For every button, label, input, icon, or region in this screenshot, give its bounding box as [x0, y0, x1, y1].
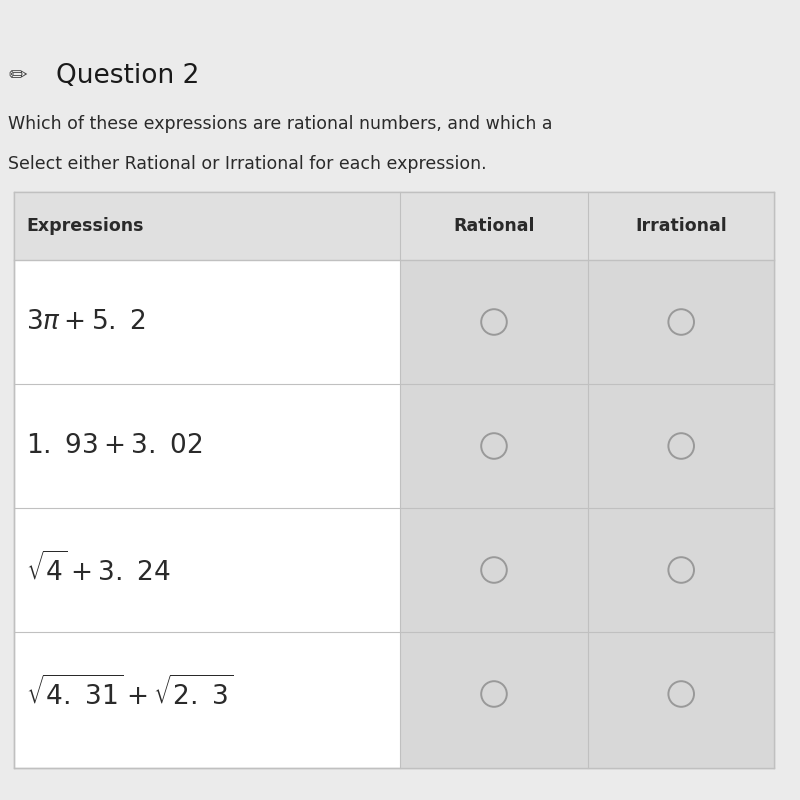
Bar	[14, 192, 774, 768]
Text: $1.\ 93 + 3.\ 02$: $1.\ 93 + 3.\ 02$	[26, 433, 203, 459]
Text: $3\pi + 5.\ 2$: $3\pi + 5.\ 2$	[26, 309, 146, 335]
Bar	[400, 260, 774, 768]
Text: Expressions: Expressions	[26, 217, 144, 235]
Text: Rational: Rational	[454, 217, 534, 235]
Bar	[14, 192, 774, 260]
Text: Question 2: Question 2	[56, 63, 199, 89]
Text: Irrational: Irrational	[635, 217, 727, 235]
Text: $\sqrt{4} + 3.\ 24$: $\sqrt{4} + 3.\ 24$	[26, 553, 171, 587]
Text: Which of these expressions are rational numbers, and which a: Which of these expressions are rational …	[8, 115, 553, 133]
Text: $\sqrt{4.\ 31} + \sqrt{2.\ 3}$: $\sqrt{4.\ 31} + \sqrt{2.\ 3}$	[26, 677, 234, 711]
Text: Select either Rational or Irrational for each expression.: Select either Rational or Irrational for…	[8, 155, 486, 173]
Text: ✏: ✏	[8, 66, 26, 86]
